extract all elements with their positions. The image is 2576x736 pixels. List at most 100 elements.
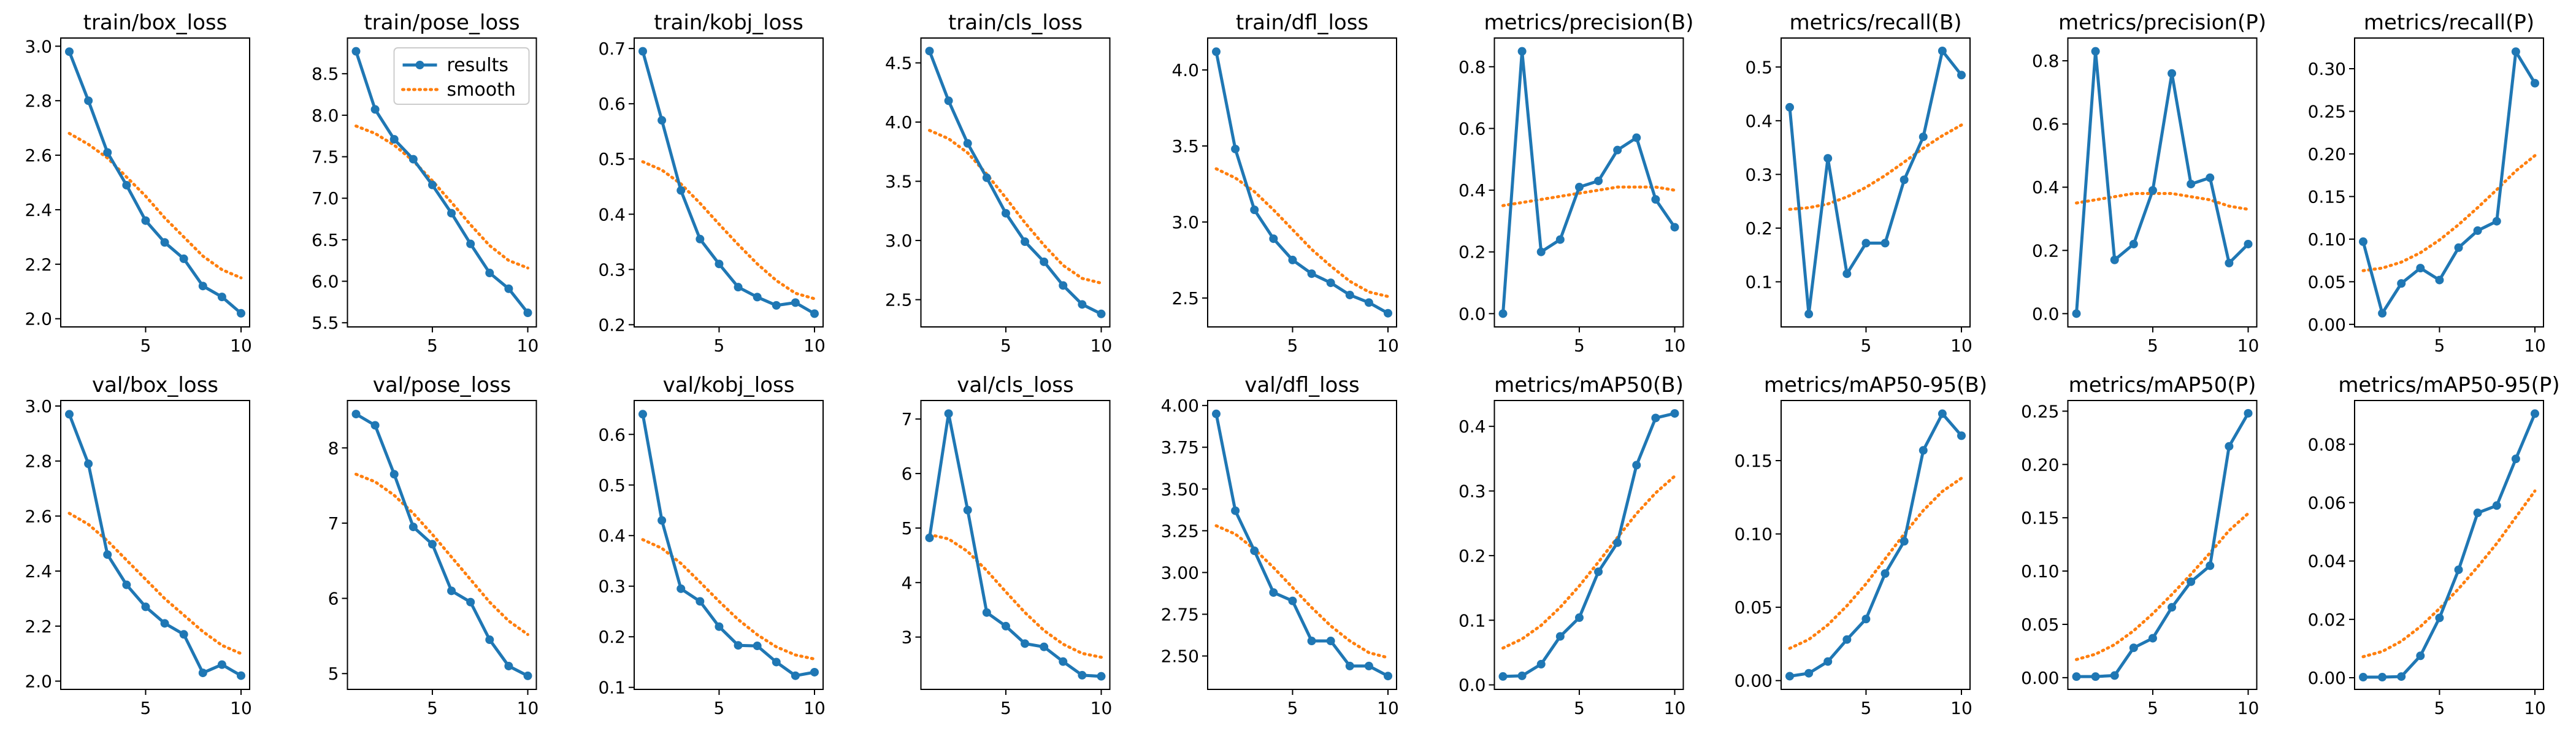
results-point xyxy=(198,282,207,291)
chart-title: metrics/mAP50-95(B) xyxy=(1764,373,1987,397)
chart-title: train/cls_loss xyxy=(948,10,1083,35)
y-tick-label: 0.8 xyxy=(2032,51,2060,71)
results-point xyxy=(237,671,245,680)
x-tick-label: 10 xyxy=(1377,335,1399,356)
results-point xyxy=(1594,176,1603,185)
results-point xyxy=(2378,673,2387,682)
results-point xyxy=(1517,671,1527,680)
y-tick-label: 0.10 xyxy=(2308,229,2346,250)
y-tick-label: 3.5 xyxy=(1171,136,1199,156)
smooth-line xyxy=(1501,474,1676,650)
legend: results smooth xyxy=(393,47,530,105)
results-point xyxy=(2206,561,2215,570)
x-tick-label: 10 xyxy=(1950,335,1972,356)
y-tick-label: 3.0 xyxy=(25,36,52,56)
y-tick-label: 8 xyxy=(328,438,339,458)
plot-area xyxy=(638,47,819,318)
axes-frame xyxy=(347,37,537,328)
y-tick-label: 3.25 xyxy=(1161,521,1199,541)
results-point xyxy=(1919,446,1928,455)
x-tick-label: 10 xyxy=(1664,335,1686,356)
chart-panel: metrics/mAP50(P) 0.00 0.05 0.10 0.15 0.20 0.25… xyxy=(2021,373,2259,718)
results-point xyxy=(1613,145,1622,155)
results-point xyxy=(1326,278,1335,288)
results-point xyxy=(1364,298,1373,307)
plot-area xyxy=(1498,409,1679,681)
results-line xyxy=(928,412,1102,678)
smooth-line xyxy=(67,512,243,656)
x-tick-label: 10 xyxy=(1950,698,1972,718)
results-point xyxy=(1880,239,1890,248)
y-tick-label: 0.06 xyxy=(2308,493,2346,513)
chart-panel: train/dfl_loss 2.5 3.0 3.5 4.0 5 10 xyxy=(1171,10,1398,356)
results-point xyxy=(982,608,991,617)
smooth-line xyxy=(2361,489,2537,659)
x-tick-label: 10 xyxy=(2237,698,2260,718)
results-point xyxy=(1670,223,1679,232)
chart-title: val/dfl_loss xyxy=(1244,373,1360,397)
y-tick-label: 2.6 xyxy=(25,145,52,166)
y-tick-label: 3 xyxy=(902,627,913,648)
results-point xyxy=(1384,309,1392,318)
results-point xyxy=(657,516,667,525)
results-point xyxy=(2454,243,2463,252)
results-point xyxy=(1078,670,1087,680)
results-point xyxy=(696,234,705,243)
results-point xyxy=(1594,567,1603,577)
results-point xyxy=(65,410,74,419)
y-tick-label: 4.00 xyxy=(1161,396,1199,416)
x-tick-label: 10 xyxy=(517,335,539,356)
y-tick-label: 3.0 xyxy=(1171,212,1199,232)
results-point xyxy=(2225,442,2234,451)
results-point xyxy=(1498,672,1508,681)
y-tick-label: 0.10 xyxy=(2021,561,2059,581)
results-point xyxy=(1288,596,1297,605)
results-point xyxy=(504,661,513,670)
x-tick-label: 5 xyxy=(427,335,438,356)
results-point xyxy=(1288,255,1297,264)
results-point xyxy=(1059,657,1068,666)
plot-area xyxy=(1785,409,1966,681)
plot-area xyxy=(1785,47,1966,318)
y-tick-label: 2.4 xyxy=(25,200,52,220)
chart-title: train/dfl_loss xyxy=(1236,10,1368,35)
chart-title: val/kobj_loss xyxy=(663,373,795,397)
results-point xyxy=(65,47,74,56)
axes-frame xyxy=(1781,37,1971,328)
x-tick-label: 10 xyxy=(230,698,252,718)
y-tick-label: 5.5 xyxy=(312,313,339,333)
plot-area xyxy=(2072,408,2253,681)
smooth-line xyxy=(928,533,1103,659)
plot-area xyxy=(925,47,1106,318)
results-point xyxy=(1307,269,1316,278)
axes-frame xyxy=(60,37,250,328)
results-point xyxy=(715,622,724,631)
results-point xyxy=(1250,205,1259,215)
y-tick-label: 0.02 xyxy=(2308,610,2346,630)
results-point xyxy=(523,671,532,680)
results-point xyxy=(2416,651,2425,661)
chart-panel: val/pose_loss 5 6 7 8 5 10 xyxy=(328,373,539,718)
y-tick-label: 5 xyxy=(902,518,913,539)
results-point xyxy=(2511,47,2520,56)
y-tick-label: 2.6 xyxy=(25,506,52,526)
results-point xyxy=(1212,409,1221,418)
x-tick-label: 5 xyxy=(2434,698,2445,718)
y-tick-label: 0.15 xyxy=(2021,508,2059,528)
results-point xyxy=(1536,659,1546,669)
results-line xyxy=(67,51,242,315)
y-tick-label: 2.2 xyxy=(25,255,52,275)
smooth-line xyxy=(1788,477,1963,650)
y-tick-label: 0.08 xyxy=(2308,434,2346,454)
plot-area xyxy=(638,410,819,680)
y-tick-label: 0.1 xyxy=(1745,272,1773,292)
results-point xyxy=(1269,588,1278,597)
results-point xyxy=(2435,275,2444,285)
results-point xyxy=(982,173,991,182)
chart-title: val/cls_loss xyxy=(957,373,1073,397)
legend-results-label: results xyxy=(447,55,509,76)
results-point xyxy=(351,410,361,419)
y-tick-label: 0.00 xyxy=(2308,668,2346,688)
y-tick-label: 8.0 xyxy=(312,105,339,126)
